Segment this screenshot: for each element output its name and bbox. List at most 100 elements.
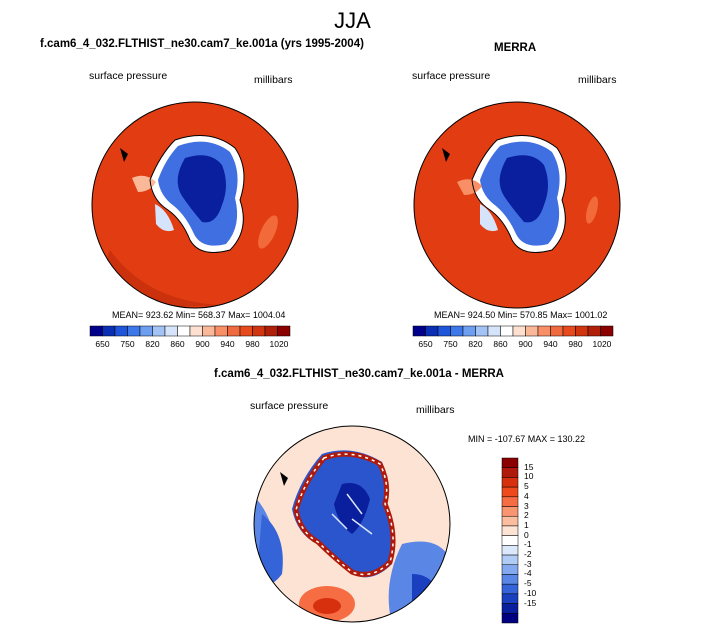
colorbar-swatch xyxy=(487,325,501,337)
colorbar-tick-label: 750 xyxy=(443,339,458,349)
colorbar-tick-label: 750 xyxy=(120,339,135,349)
colorbar-swatch xyxy=(587,325,601,337)
panel-2-map xyxy=(413,101,621,309)
panel-1-colorbar xyxy=(89,325,291,337)
colorbar-swatch xyxy=(501,525,519,536)
colorbar-swatch xyxy=(501,486,519,498)
colorbar-tick-label: 940 xyxy=(543,339,558,349)
colorbar-swatch xyxy=(537,325,551,337)
colorbar-swatch xyxy=(450,325,464,337)
colorbar-swatch xyxy=(501,613,519,624)
panel-3-variable-label: surface pressure xyxy=(250,400,329,412)
colorbar-tick-label: 980 xyxy=(245,339,260,349)
colorbar-swatch xyxy=(512,325,526,337)
colorbar-swatch xyxy=(102,325,116,337)
panel-1-title: f.cam6_4_032.FLTHIST_ne30.cam7_ke.001a (… xyxy=(40,38,364,50)
colorbar-swatch xyxy=(475,325,489,337)
colorbar-tick-label: 10 xyxy=(524,471,534,482)
colorbar-tick-label: 5 xyxy=(524,481,529,492)
page-title: JJA xyxy=(334,8,371,33)
colorbar-tick-label: 3 xyxy=(524,500,529,511)
colorbar-swatch xyxy=(152,325,166,337)
colorbar-swatch xyxy=(437,325,451,337)
colorbar-swatch xyxy=(501,554,519,566)
colorbar-tick-label: 1020 xyxy=(269,339,289,349)
panel-3-units-label: millibars xyxy=(416,404,455,416)
colorbar-swatch xyxy=(600,325,614,337)
colorbar-swatch xyxy=(252,325,266,337)
colorbar-tick-label: 0 xyxy=(524,529,529,540)
colorbar-tick-label: 1 xyxy=(524,519,529,530)
panel-3-title: f.cam6_4_032.FLTHIST_ne30.cam7_ke.001a -… xyxy=(214,368,504,380)
colorbar-swatch xyxy=(501,535,519,546)
colorbar-swatch xyxy=(227,325,241,337)
colorbar-swatch xyxy=(202,325,216,337)
colorbar-swatch xyxy=(501,574,519,585)
colorbar-tick-label: 900 xyxy=(518,339,533,349)
panel-2-colorbar-labels: 650 750 820 860 900 940 980 1020 xyxy=(413,339,613,351)
colorbar-swatch xyxy=(425,325,439,337)
colorbar-swatch xyxy=(164,325,178,337)
panel-1-colorbar-labels: 650 750 820 860 900 940 980 1020 xyxy=(90,339,290,351)
panel-2-variable-label: surface pressure xyxy=(412,70,491,82)
colorbar-tick-label: -5 xyxy=(524,578,532,589)
colorbar-swatch xyxy=(264,325,278,337)
colorbar-swatch xyxy=(501,515,519,527)
colorbar-tick-label: 860 xyxy=(493,339,508,349)
colorbar-tick-label: 860 xyxy=(170,339,185,349)
colorbar-tick-label: 940 xyxy=(220,339,235,349)
colorbar-tick-label: 650 xyxy=(418,339,433,349)
colorbar-tick-label: -1 xyxy=(524,539,532,550)
colorbar-swatch xyxy=(550,325,564,337)
colorbar-tick-label: -15 xyxy=(524,597,537,608)
colorbar-swatch xyxy=(412,325,426,337)
colorbar-swatch xyxy=(127,325,141,337)
colorbar-swatch xyxy=(501,545,519,556)
colorbar-swatch xyxy=(501,467,519,478)
colorbar-swatch xyxy=(501,564,519,575)
colorbar-swatch xyxy=(139,325,153,337)
panel-1-units-label: millibars xyxy=(254,74,293,86)
colorbar-tick-label: 4 xyxy=(524,490,529,501)
colorbar-swatch xyxy=(501,506,519,517)
panel-1-variable-label: surface pressure xyxy=(89,70,168,82)
colorbar-tick-label: -4 xyxy=(524,568,532,579)
colorbar-tick-label: 1020 xyxy=(592,339,612,349)
colorbar-swatch xyxy=(501,496,519,507)
panel-2-title: MERRA xyxy=(494,42,537,54)
panel-2-stats: MEAN= 924.50 Min= 570.85 Max= 1001.02 xyxy=(434,310,608,320)
colorbar-tick-label: 980 xyxy=(568,339,583,349)
panel-1-map xyxy=(91,101,299,309)
colorbar-swatch xyxy=(500,325,514,337)
panel-1-stats: MEAN= 923.62 Min= 568.37 Max= 1004.04 xyxy=(112,310,286,320)
colorbar-swatch xyxy=(525,325,539,337)
colorbar-tick-label: 820 xyxy=(468,339,483,349)
colorbar-tick-label: 820 xyxy=(145,339,160,349)
colorbar-swatch xyxy=(177,325,191,337)
colorbar-tick-label: -2 xyxy=(524,549,532,560)
colorbar-swatch xyxy=(277,325,291,337)
panel-3-stats: MIN = -107.67 MAX = 130.22 xyxy=(468,434,586,444)
colorbar-swatch xyxy=(501,603,519,614)
colorbar-swatch xyxy=(462,325,476,337)
colorbar-swatch xyxy=(501,583,519,595)
colorbar-swatch xyxy=(239,325,253,337)
colorbar-swatch xyxy=(214,325,228,337)
colorbar-swatch xyxy=(501,457,519,468)
colorbar-swatch xyxy=(89,325,103,337)
colorbar-tick-label: -3 xyxy=(524,558,532,569)
colorbar-swatch xyxy=(575,325,589,337)
colorbar-tick-label: 900 xyxy=(195,339,210,349)
colorbar-tick-label: 650 xyxy=(95,339,110,349)
panel-2-units-label: millibars xyxy=(578,74,617,86)
colorbar-tick-label: 2 xyxy=(524,510,529,521)
colorbar-swatch xyxy=(189,325,203,337)
colorbar-swatch xyxy=(501,477,519,488)
panel-3-colorbar-labels: 15 10 5 4 3 2 1 0 -1 -2 -3 -4 -5 -10 -15 xyxy=(524,458,554,623)
colorbar-swatch xyxy=(114,325,128,337)
colorbar-tick-label: 15 xyxy=(524,461,534,472)
panel-3-map xyxy=(253,425,451,623)
colorbar-swatch xyxy=(562,325,576,337)
panel-3-colorbar xyxy=(501,457,519,624)
colorbar-swatch xyxy=(501,593,519,604)
